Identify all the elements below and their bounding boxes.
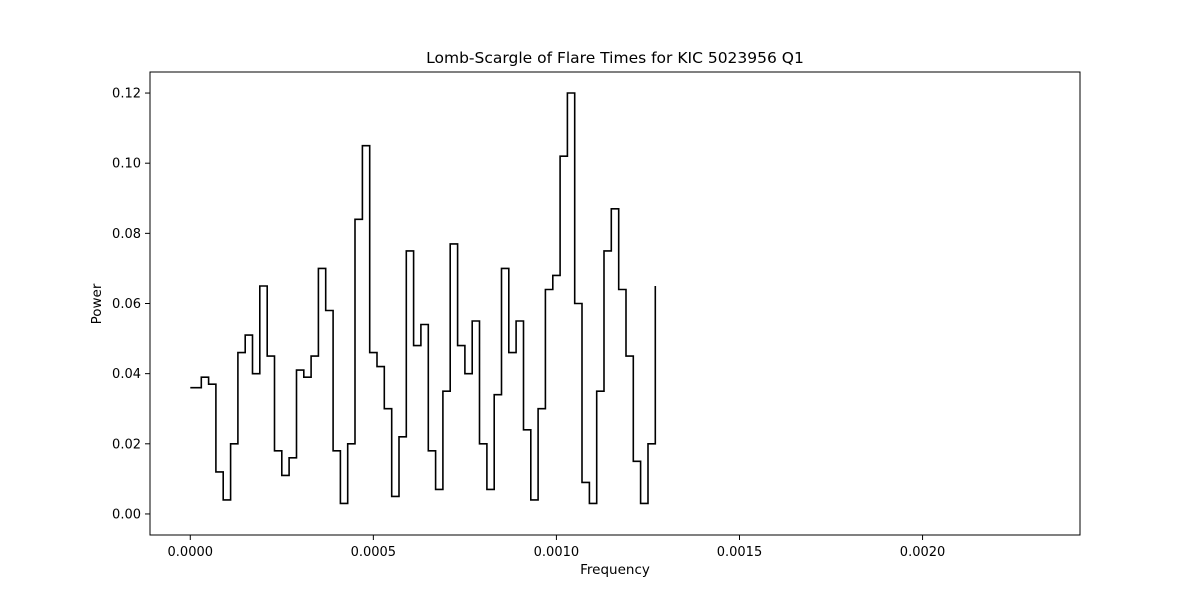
y-tick-label: 0.02 [112,437,141,452]
y-tick-label: 0.12 [112,87,141,102]
y-tick-label: 0.06 [112,297,141,312]
x-axis: 0.0000 0.0005 0.0010 0.0015 0.0020 [168,535,946,560]
x-tick-label: 0.0010 [534,545,580,560]
y-axis-label: Power [89,283,105,324]
chart-title: Lomb-Scargle of Flare Times for KIC 5023… [426,49,804,67]
x-tick-label: 0.0005 [351,545,397,560]
x-axis-label: Frequency [580,562,650,578]
x-tick-label: 0.0015 [717,545,763,560]
y-axis: 0.00 0.02 0.04 0.06 0.08 0.10 0.12 [112,87,150,522]
x-tick-label: 0.0000 [168,545,214,560]
y-tick-label: 0.00 [112,507,141,522]
plot-area [190,92,657,505]
y-tick-label: 0.08 [112,227,141,242]
y-tick-label: 0.10 [112,157,141,172]
power-series-line [190,92,657,505]
y-tick-label: 0.04 [112,367,141,382]
x-tick-label: 0.0020 [900,545,946,560]
